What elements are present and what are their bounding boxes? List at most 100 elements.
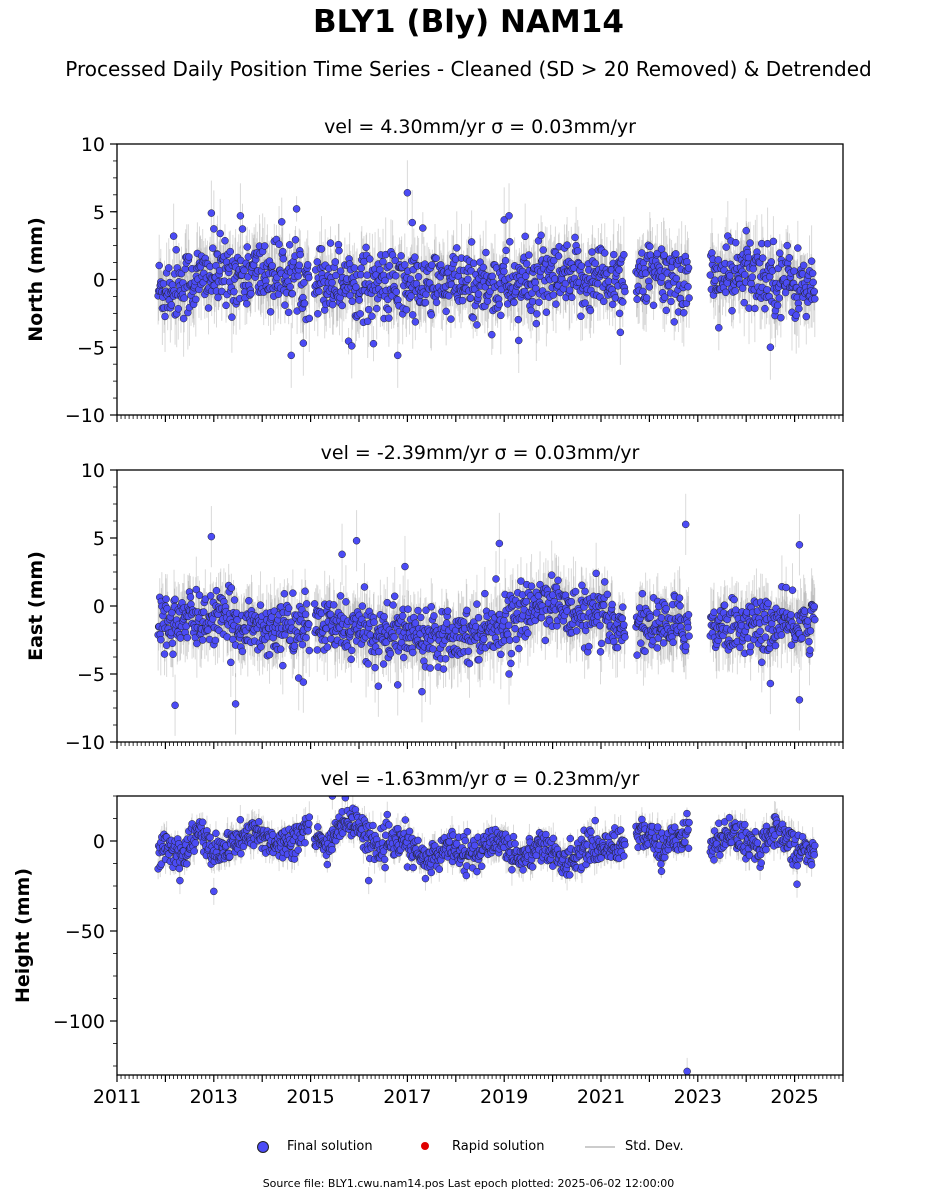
data-point bbox=[416, 613, 425, 622]
data-point bbox=[600, 249, 609, 257]
data-point bbox=[528, 297, 537, 306]
data-point bbox=[568, 293, 576, 302]
data-point bbox=[604, 277, 613, 286]
y-tick-label: 10 bbox=[81, 134, 105, 156]
data-point bbox=[586, 306, 595, 315]
data-point bbox=[473, 321, 481, 329]
data-point bbox=[210, 225, 218, 233]
data-point bbox=[429, 645, 437, 653]
data-point bbox=[799, 261, 808, 270]
data-point bbox=[228, 313, 236, 321]
data-point bbox=[610, 250, 618, 259]
data-point bbox=[300, 299, 309, 308]
data-point bbox=[465, 659, 474, 668]
data-point bbox=[517, 577, 525, 585]
outlier-point bbox=[766, 343, 775, 351]
data-point bbox=[342, 598, 350, 606]
data-point bbox=[532, 319, 541, 328]
data-point bbox=[240, 266, 248, 275]
data-point bbox=[155, 261, 163, 270]
data-point bbox=[641, 269, 650, 278]
data-point bbox=[525, 251, 533, 259]
data-point bbox=[376, 265, 384, 274]
data-point bbox=[585, 642, 593, 651]
data-point bbox=[193, 639, 201, 648]
data-point bbox=[238, 647, 247, 656]
chart-subtitle: Processed Daily Position Time Series - C… bbox=[65, 57, 872, 81]
data-point bbox=[291, 236, 300, 244]
data-point bbox=[279, 247, 287, 256]
data-point bbox=[748, 273, 756, 281]
data-point bbox=[730, 595, 738, 604]
data-point bbox=[787, 611, 795, 619]
data-point bbox=[362, 243, 370, 252]
data-point bbox=[653, 644, 662, 652]
panel-east: vel = -2.39mm/yr σ = 0.03mm/yr East (mm) −… bbox=[25, 442, 844, 754]
data-point bbox=[441, 655, 450, 663]
data-point bbox=[261, 242, 269, 250]
data-point bbox=[675, 594, 684, 602]
data-point bbox=[480, 635, 488, 643]
outlier-point bbox=[299, 339, 308, 347]
data-point bbox=[594, 280, 602, 288]
data-point bbox=[596, 621, 604, 630]
data-point bbox=[657, 614, 666, 622]
data-point bbox=[802, 312, 811, 321]
data-point bbox=[414, 273, 423, 281]
data-point bbox=[279, 255, 288, 263]
data-point bbox=[533, 310, 541, 318]
data-point bbox=[662, 604, 671, 613]
data-point bbox=[366, 255, 374, 263]
data-point bbox=[615, 266, 623, 274]
data-point bbox=[294, 272, 302, 280]
data-point bbox=[721, 288, 730, 297]
y-tick-label: 0 bbox=[93, 270, 105, 292]
data-point bbox=[379, 257, 387, 266]
data-point bbox=[596, 647, 605, 656]
data-point bbox=[422, 290, 430, 299]
data-point bbox=[581, 299, 589, 307]
data-point bbox=[176, 634, 185, 642]
data-point bbox=[338, 301, 346, 310]
data-point bbox=[810, 602, 819, 611]
data-point bbox=[532, 284, 540, 293]
outlier-point bbox=[231, 700, 240, 708]
data-point bbox=[506, 636, 514, 644]
data-point bbox=[305, 646, 314, 655]
data-point bbox=[375, 647, 383, 656]
data-point bbox=[547, 571, 556, 579]
data-point bbox=[364, 305, 373, 314]
panel-title-north: vel = 4.30mm/yr σ = 0.03mm/yr bbox=[324, 116, 636, 138]
data-point bbox=[474, 613, 483, 622]
data-point bbox=[549, 291, 558, 299]
outlier-point bbox=[742, 226, 750, 235]
data-point bbox=[422, 606, 430, 614]
data-point bbox=[408, 311, 417, 319]
data-point bbox=[459, 618, 468, 626]
data-point bbox=[738, 284, 747, 293]
data-point bbox=[432, 254, 440, 262]
data-point bbox=[332, 271, 340, 280]
data-point bbox=[621, 287, 629, 296]
data-point bbox=[759, 254, 767, 262]
data-point bbox=[746, 239, 754, 247]
data-point bbox=[501, 256, 510, 265]
data-point bbox=[301, 587, 309, 596]
data-point bbox=[386, 649, 395, 658]
outlier-point bbox=[681, 520, 690, 529]
data-point bbox=[488, 330, 496, 339]
data-point bbox=[298, 640, 307, 649]
data-point bbox=[783, 241, 791, 250]
data-point bbox=[794, 244, 802, 252]
data-point bbox=[495, 300, 503, 309]
data-point bbox=[280, 589, 289, 598]
data-point bbox=[788, 586, 797, 594]
data-point bbox=[206, 592, 215, 600]
panel-north: vel = 4.30mm/yr σ = 0.03mm/yr North (mm) −… bbox=[25, 116, 844, 427]
data-point bbox=[385, 314, 393, 322]
data-point bbox=[226, 247, 235, 256]
data-point bbox=[577, 312, 585, 321]
data-point bbox=[475, 655, 483, 664]
data-point bbox=[161, 312, 169, 321]
data-point bbox=[230, 596, 239, 604]
